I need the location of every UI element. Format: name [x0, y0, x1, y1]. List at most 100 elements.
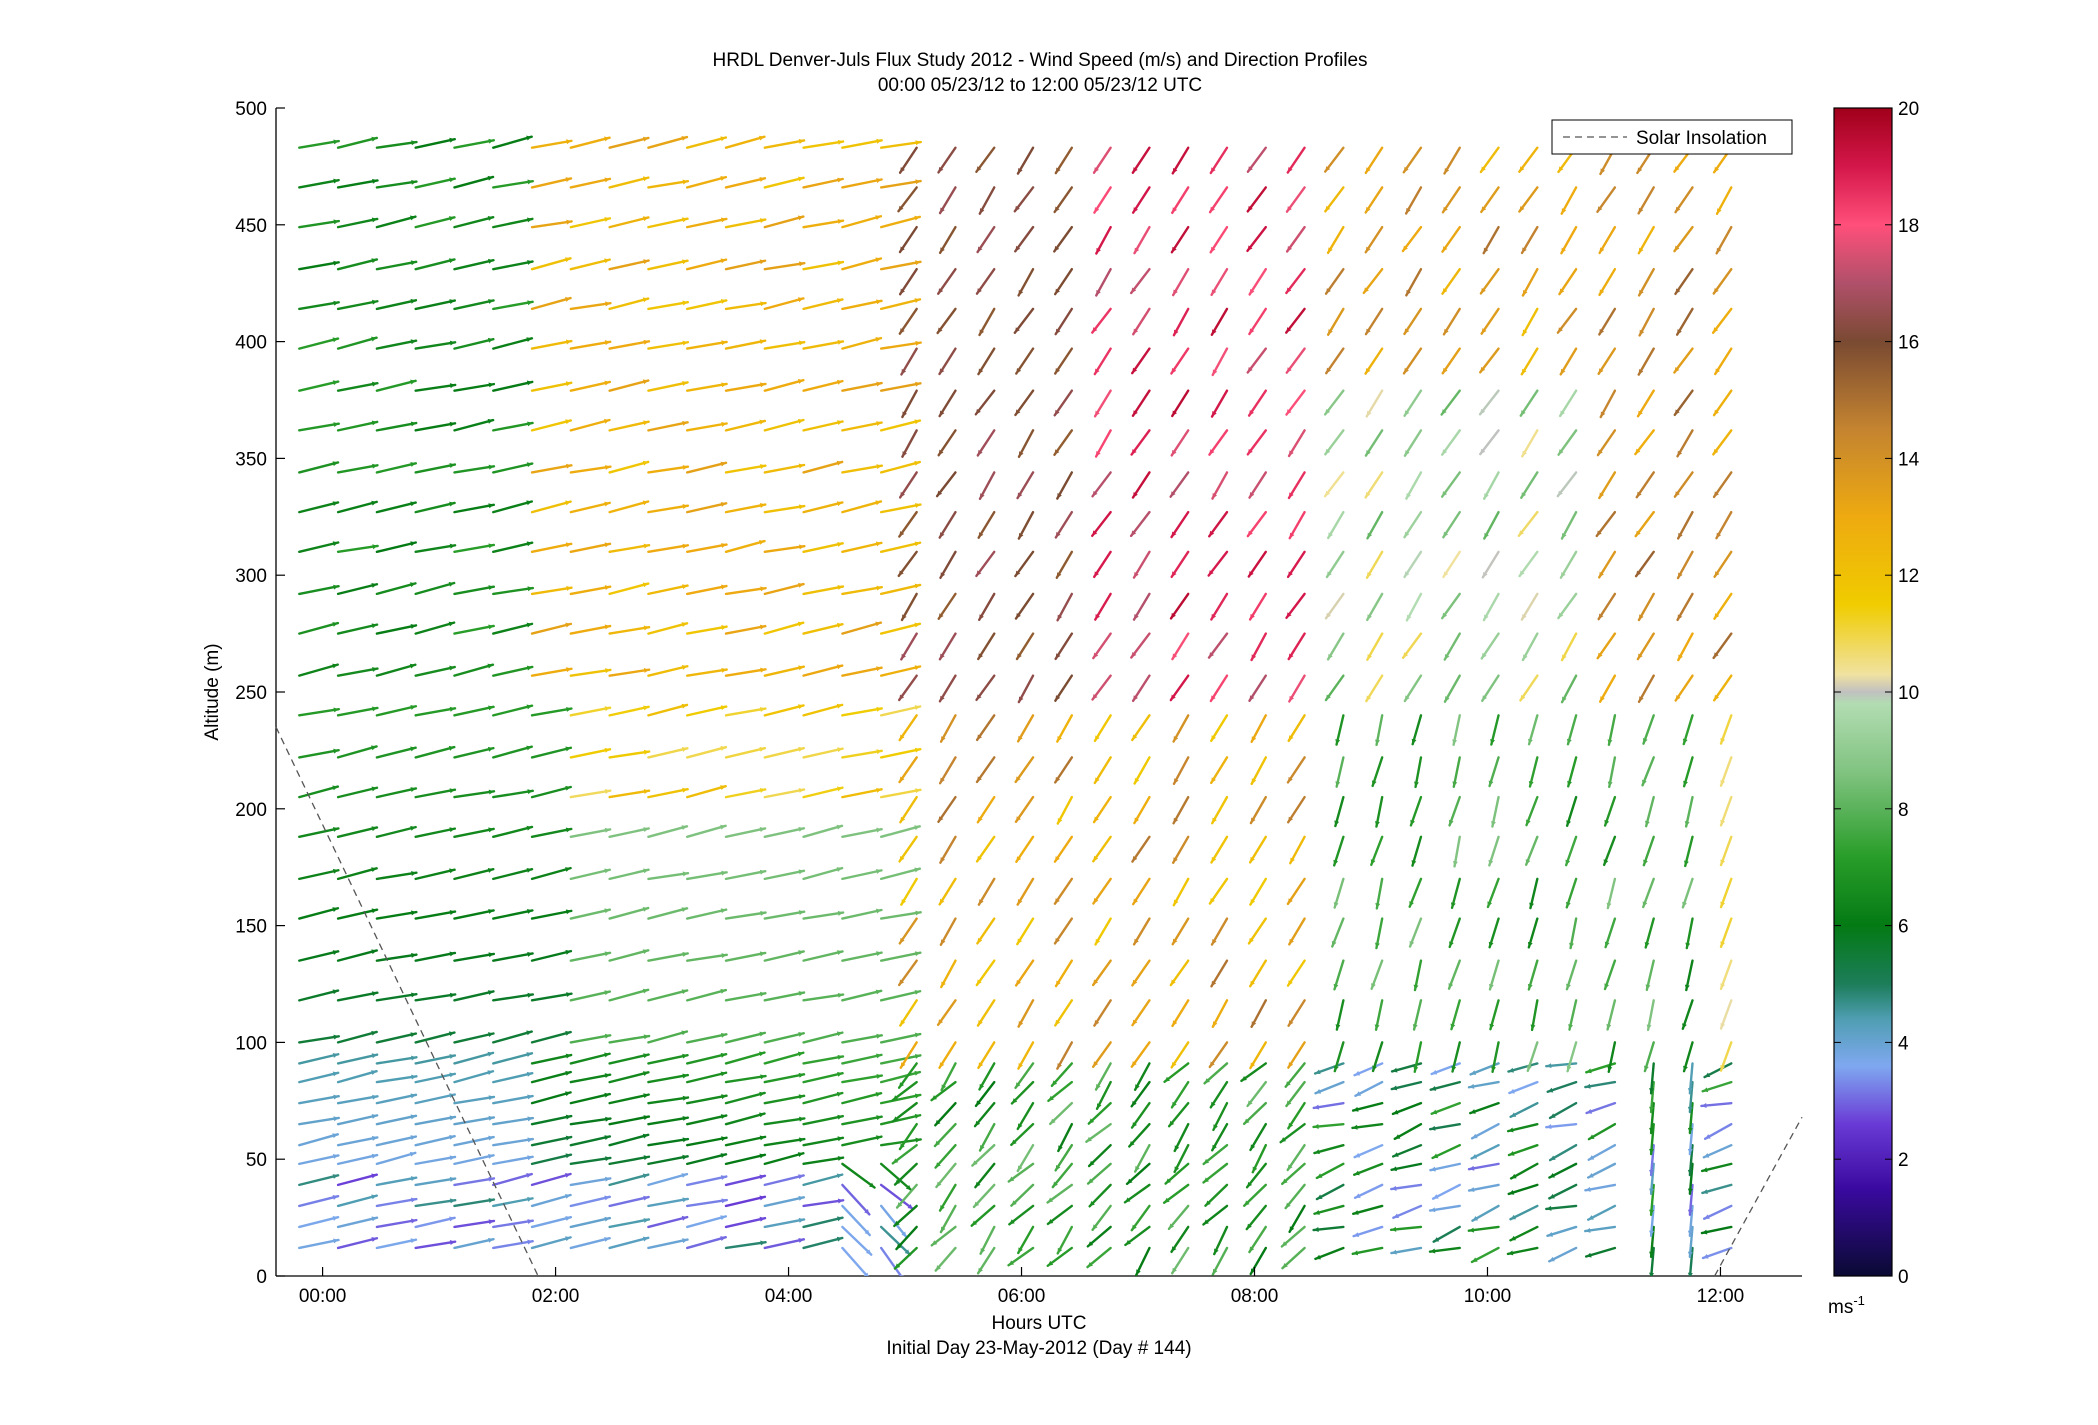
wind-barb [647, 747, 689, 759]
wind-barb [841, 788, 883, 799]
wind-barb-head [1430, 1125, 1436, 1131]
wind-barb-head [1674, 491, 1680, 497]
wind-barb-head [939, 368, 945, 374]
wind-barb-head [527, 1239, 533, 1245]
wind-barb-head [371, 1135, 378, 1141]
wind-barb-head [798, 869, 804, 875]
wind-barb-head [643, 543, 650, 549]
wind-barb-head [941, 981, 946, 988]
wind-barb [1051, 1162, 1074, 1189]
wind-barb-head [371, 217, 378, 223]
wind-barb-head [759, 951, 766, 957]
wind-barb-head [1247, 367, 1253, 373]
wind-barb-head [410, 421, 417, 427]
wind-barb-head [410, 1032, 416, 1038]
wind-barb-head [876, 299, 882, 305]
wind-barb-head [876, 1073, 882, 1079]
wind-barb [841, 299, 883, 311]
wind-barb-head [1562, 696, 1567, 703]
wind-barb-head [720, 746, 726, 751]
wind-barb [530, 419, 572, 432]
wind-barb-head [1600, 411, 1606, 418]
wind-barb-head [449, 463, 455, 468]
wind-barb-head [760, 586, 766, 592]
wind-barb [608, 379, 650, 392]
wind-barb [530, 339, 573, 350]
wind-barb [336, 464, 379, 474]
wind-barb-head [1404, 328, 1410, 334]
wind-barb [1390, 1080, 1423, 1091]
wind-barb-head [1482, 695, 1488, 701]
wind-barb [336, 623, 379, 635]
wind-barb-head [901, 368, 907, 375]
wind-barb-head [1173, 899, 1179, 906]
wind-barb-head [1566, 1065, 1572, 1072]
wind-barb [1091, 1204, 1112, 1232]
wind-barb-head [1607, 781, 1613, 787]
wind-barb-head [487, 746, 494, 752]
wind-barb [841, 749, 884, 759]
wind-barb-head [332, 461, 339, 467]
wind-barb-head [1058, 1145, 1063, 1151]
wind-barb-head [333, 707, 339, 713]
wind-barb-head [914, 1032, 921, 1038]
wind-barb [1131, 714, 1151, 742]
wind-barb [1014, 756, 1035, 784]
wind-barb-head [915, 260, 921, 266]
wind-barb-head [1286, 206, 1292, 212]
wind-barb-head [332, 1071, 339, 1077]
wind-barb [1015, 632, 1035, 661]
wind-barb-head [1171, 1061, 1177, 1068]
wind-barb-head [915, 1137, 921, 1143]
wind-barb-head [526, 745, 532, 751]
wind-barb [298, 1133, 339, 1147]
wind-barb-head [1720, 941, 1726, 947]
wind-barb-head [1404, 450, 1410, 456]
wind-barb [686, 299, 728, 311]
wind-barb-head [1096, 450, 1101, 457]
wind-barb-head [1639, 696, 1644, 702]
wind-barb-head [1565, 901, 1571, 908]
wind-barb-head [1087, 1261, 1093, 1268]
wind-barb [336, 136, 379, 149]
wind-barb [1324, 592, 1345, 620]
wind-barb-head [488, 990, 494, 995]
wind-barb [724, 339, 767, 350]
wind-barb-head [488, 624, 494, 630]
wind-barb-head [1333, 859, 1339, 866]
wind-barb-head [1055, 328, 1061, 335]
wind-barb [1171, 835, 1190, 864]
wind-barb [763, 176, 805, 189]
wind-barb [1447, 959, 1461, 990]
wind-barb-head [681, 825, 688, 831]
wind-barb [724, 301, 767, 311]
wind-barb-head [1675, 694, 1681, 701]
wind-barb-head [901, 899, 907, 905]
wind-barb-head [798, 1094, 805, 1100]
wind-barb-head [1649, 1251, 1655, 1257]
wind-barb-head [721, 421, 727, 427]
wind-barb-head [939, 410, 945, 417]
wind-barb [569, 217, 612, 229]
wind-barb [530, 1070, 572, 1084]
wind-barb-head [371, 867, 377, 873]
wind-barb-head [682, 464, 689, 470]
wind-barb-head [681, 1173, 687, 1178]
wind-barb-head [759, 419, 765, 425]
wind-barb-head [527, 992, 533, 998]
wind-barb [841, 464, 884, 474]
wind-barb-head [720, 785, 726, 790]
wind-barb-head [1212, 493, 1218, 499]
wind-barb-head [604, 1237, 610, 1242]
wind-barb-head [1557, 490, 1563, 497]
wind-barb [569, 177, 612, 189]
wind-barb-head [1016, 367, 1022, 374]
wind-barb-head [836, 664, 843, 670]
wind-barb [569, 1237, 611, 1250]
wind-barb [608, 1133, 650, 1147]
wind-barb-head [1328, 532, 1333, 539]
wind-barb-head [1133, 207, 1138, 213]
wind-barb [608, 949, 650, 962]
wind-barb-head [1011, 1139, 1017, 1145]
